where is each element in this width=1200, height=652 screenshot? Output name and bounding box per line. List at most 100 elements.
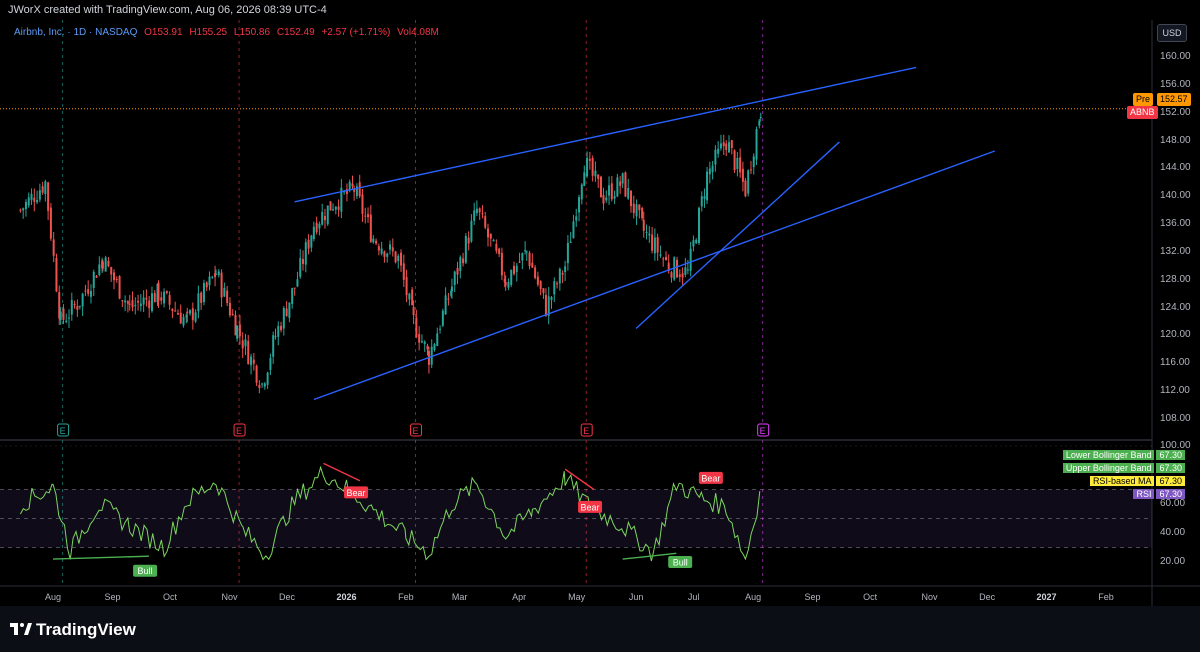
candle-body [599, 176, 602, 198]
candle-body [558, 268, 561, 284]
candle [711, 161, 714, 180]
candle-body [681, 273, 684, 278]
candle-body [553, 281, 556, 295]
candle-body [394, 251, 397, 263]
high-value: H155.25 [189, 27, 228, 38]
earnings-marker-box [757, 423, 770, 437]
candle [288, 302, 291, 323]
candle [489, 233, 492, 247]
candle [605, 190, 608, 203]
candle-body [719, 143, 722, 149]
candle-body [115, 278, 118, 280]
symbol-name[interactable]: Airbnb, Inc. · 1D · NASDAQ [14, 27, 138, 38]
candle [728, 135, 731, 153]
candle-body [375, 240, 378, 244]
candle-body [160, 297, 163, 301]
candle-body [684, 267, 687, 275]
rsi-legend-row[interactable]: RSI-based MA 67.30 [1089, 475, 1185, 487]
divergence-line [622, 552, 677, 560]
candle [55, 253, 58, 293]
candle [205, 281, 208, 292]
candle [148, 296, 151, 318]
candle-body [462, 258, 465, 264]
candle-body [749, 169, 752, 171]
candle-body [252, 359, 255, 364]
candle [220, 269, 223, 308]
candle-body [186, 311, 189, 313]
currency-button[interactable]: USD [1157, 24, 1187, 42]
candle-body [561, 272, 564, 275]
candle [36, 190, 39, 205]
candle [44, 179, 47, 202]
price-axis-label: 132.00 [1160, 245, 1191, 257]
candle [405, 269, 408, 303]
time-axis-label: Nov [221, 592, 238, 602]
candle-body [544, 295, 547, 316]
annotations-layer: Bull Bear Bear Bear Bull [52, 462, 723, 577]
rsi-legend-row[interactable]: Lower Bollinger Band 67.30 [1062, 449, 1185, 461]
candle [137, 294, 140, 311]
candle-body [380, 248, 383, 254]
candle-body [258, 384, 261, 389]
candle [692, 235, 695, 252]
candle-body [602, 195, 605, 204]
candle-body [542, 288, 545, 294]
candle-body [19, 209, 22, 211]
candle-body [59, 311, 62, 321]
candle-body [420, 341, 423, 343]
candle [507, 278, 510, 291]
candle-body [426, 345, 429, 350]
candle-body [84, 290, 87, 292]
price-axis-label: 144.00 [1160, 162, 1191, 174]
candle-body [733, 150, 736, 171]
candle-body [489, 233, 492, 239]
candle-body [722, 142, 725, 147]
candle-body [484, 216, 487, 228]
candle-body [33, 197, 36, 202]
rsi-legend-row[interactable]: RSI 67.30 [1133, 488, 1185, 500]
candle [367, 207, 370, 223]
close-value: C152.49 [276, 27, 315, 38]
candle [87, 280, 90, 297]
candle [394, 250, 397, 264]
candle [234, 310, 237, 336]
candle-body [613, 196, 616, 199]
candle-body [550, 297, 553, 300]
candle [104, 255, 107, 272]
candle [531, 253, 534, 268]
candle [353, 185, 356, 201]
candle-body [282, 308, 285, 329]
candle [163, 288, 166, 308]
divergence-label: Bull [668, 556, 693, 568]
candle [456, 261, 459, 285]
divergence-line [52, 555, 149, 560]
candle-body [758, 120, 761, 126]
candle [504, 275, 507, 291]
candle [47, 181, 50, 220]
candle [261, 382, 264, 388]
candle [244, 333, 247, 356]
chart-area[interactable]: E E E E E Bull Bear Bear Bear Bull [0, 20, 1200, 606]
candle-body [163, 291, 166, 304]
candle-body [334, 206, 337, 210]
earnings-marker-label: E [236, 426, 242, 436]
candle-body [536, 276, 539, 285]
candle [736, 151, 739, 177]
volume-value: Vol4.08M [397, 27, 439, 38]
candle-body [191, 308, 194, 321]
candle-body [653, 237, 656, 254]
divergence-line [564, 468, 595, 491]
candle [481, 205, 484, 219]
tradingview-logo[interactable]: TradingView [10, 620, 136, 640]
candle [512, 261, 515, 276]
candle [427, 346, 430, 374]
candle-body [580, 184, 583, 200]
candle [277, 321, 280, 346]
candle [510, 269, 513, 288]
candle-body [473, 210, 476, 221]
candle-body [364, 215, 367, 217]
candle [329, 201, 332, 211]
rsi-axis-label: 60.00 [1160, 498, 1186, 509]
rsi-legend-row[interactable]: Upper Bollinger Band 67.30 [1062, 462, 1185, 474]
divergence-label: Bear [578, 500, 603, 513]
